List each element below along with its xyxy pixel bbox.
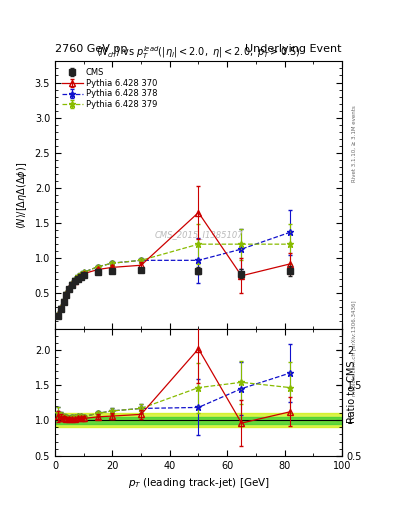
Legend: CMS, Pythia 6.428 370, Pythia 6.428 378, Pythia 6.428 379: CMS, Pythia 6.428 370, Pythia 6.428 378,… [59,66,160,112]
Title: $\langle N_{ch}\rangle$ vs $p_T^{lead}(|\eta_l|<2.0,\ \eta|<2.0,\ p_T>0.5)$: $\langle N_{ch}\rangle$ vs $p_T^{lead}(|… [96,45,301,61]
X-axis label: $p_T$ (leading track-jet) [GeV]: $p_T$ (leading track-jet) [GeV] [127,476,270,490]
Text: Underlying Event: Underlying Event [245,44,342,54]
Bar [55,417,342,424]
Y-axis label: $\langle N\rangle/[\Delta\eta\Delta(\Delta\phi)]$: $\langle N\rangle/[\Delta\eta\Delta(\Del… [15,161,29,228]
Text: 2760 GeV pp: 2760 GeV pp [55,44,127,54]
Text: Rivet 3.1.10, ≥ 3.1M events: Rivet 3.1.10, ≥ 3.1M events [352,105,357,182]
Bar [55,413,342,428]
Y-axis label: Ratio to CMS: Ratio to CMS [347,361,358,423]
Text: mcplots.cern.ch [arXiv:1306.3436]: mcplots.cern.ch [arXiv:1306.3436] [352,301,357,396]
Text: CMS_2015_I1385107: CMS_2015_I1385107 [154,230,243,240]
